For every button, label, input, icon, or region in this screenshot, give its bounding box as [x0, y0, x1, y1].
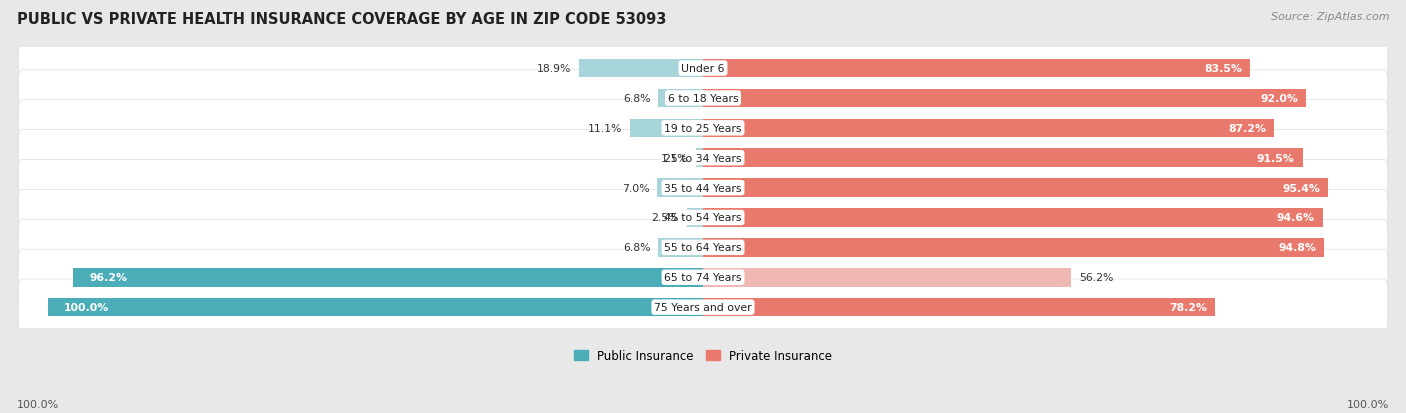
Text: 45 to 54 Years: 45 to 54 Years — [664, 213, 742, 223]
Bar — [703, 179, 1329, 197]
Text: 83.5%: 83.5% — [1205, 64, 1243, 74]
Text: 65 to 74 Years: 65 to 74 Years — [664, 273, 742, 282]
Bar — [579, 59, 703, 78]
Text: 2.5%: 2.5% — [651, 213, 679, 223]
Bar — [657, 179, 703, 197]
Text: PUBLIC VS PRIVATE HEALTH INSURANCE COVERAGE BY AGE IN ZIP CODE 53093: PUBLIC VS PRIVATE HEALTH INSURANCE COVER… — [17, 12, 666, 27]
Bar — [703, 90, 1306, 108]
Bar — [703, 239, 1324, 257]
Text: 6.8%: 6.8% — [623, 243, 651, 253]
Text: 19 to 25 Years: 19 to 25 Years — [664, 123, 742, 133]
Bar — [703, 268, 1071, 287]
Text: 55 to 64 Years: 55 to 64 Years — [664, 243, 742, 253]
Text: 18.9%: 18.9% — [537, 64, 571, 74]
Text: 96.2%: 96.2% — [89, 273, 127, 282]
Text: 6.8%: 6.8% — [623, 94, 651, 104]
Bar — [658, 239, 703, 257]
Text: 100.0%: 100.0% — [1347, 399, 1389, 409]
Bar — [658, 90, 703, 108]
Text: 95.4%: 95.4% — [1282, 183, 1320, 193]
Text: Source: ZipAtlas.com: Source: ZipAtlas.com — [1271, 12, 1389, 22]
Bar — [703, 298, 1215, 317]
Text: 94.8%: 94.8% — [1278, 243, 1316, 253]
Text: 7.0%: 7.0% — [621, 183, 650, 193]
FancyBboxPatch shape — [18, 160, 1388, 216]
Bar — [73, 268, 703, 287]
Text: 35 to 44 Years: 35 to 44 Years — [664, 183, 742, 193]
Text: 78.2%: 78.2% — [1170, 302, 1208, 312]
Text: 25 to 34 Years: 25 to 34 Years — [664, 153, 742, 163]
Text: 91.5%: 91.5% — [1257, 153, 1295, 163]
FancyBboxPatch shape — [18, 279, 1388, 335]
FancyBboxPatch shape — [18, 130, 1388, 186]
Bar — [48, 298, 703, 317]
FancyBboxPatch shape — [18, 249, 1388, 306]
FancyBboxPatch shape — [18, 190, 1388, 246]
Text: 92.0%: 92.0% — [1260, 94, 1298, 104]
FancyBboxPatch shape — [18, 220, 1388, 276]
Bar — [630, 119, 703, 138]
Text: 87.2%: 87.2% — [1229, 123, 1267, 133]
Text: 11.1%: 11.1% — [588, 123, 623, 133]
Bar — [703, 59, 1250, 78]
FancyBboxPatch shape — [18, 71, 1388, 127]
FancyBboxPatch shape — [18, 41, 1388, 97]
Bar — [703, 119, 1274, 138]
Text: 75 Years and over: 75 Years and over — [654, 302, 752, 312]
Text: 100.0%: 100.0% — [65, 302, 110, 312]
Bar — [686, 209, 703, 227]
Bar — [696, 149, 703, 168]
Text: 100.0%: 100.0% — [17, 399, 59, 409]
Legend: Public Insurance, Private Insurance: Public Insurance, Private Insurance — [569, 345, 837, 367]
Text: 1.1%: 1.1% — [661, 153, 688, 163]
FancyBboxPatch shape — [18, 100, 1388, 157]
Bar — [703, 209, 1323, 227]
Text: 94.6%: 94.6% — [1277, 213, 1315, 223]
Bar — [703, 149, 1302, 168]
Text: 56.2%: 56.2% — [1080, 273, 1114, 282]
Text: Under 6: Under 6 — [682, 64, 724, 74]
Text: 6 to 18 Years: 6 to 18 Years — [668, 94, 738, 104]
